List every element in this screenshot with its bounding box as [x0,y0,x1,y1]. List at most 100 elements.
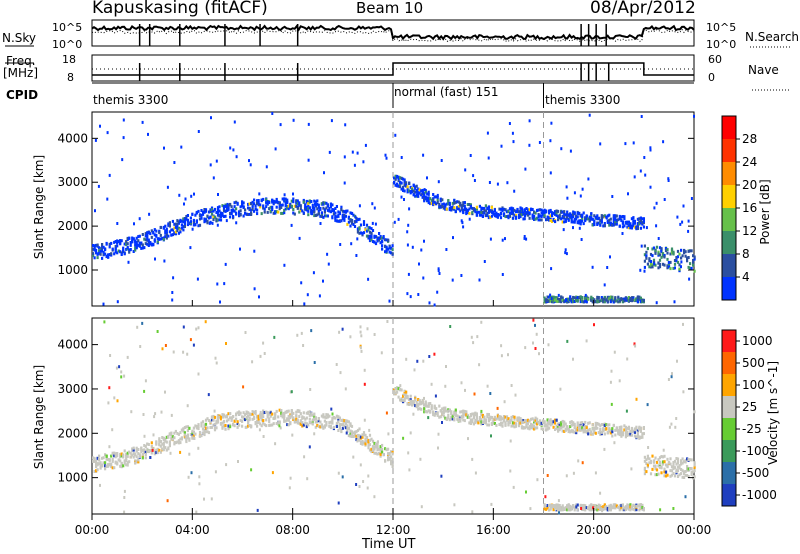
velocity-echo-cell [95,469,98,473]
power-noise-cell [371,221,374,225]
power-noise-cell [627,192,629,196]
power-echo-cell [606,221,609,224]
velocity-echo-cell [620,506,623,510]
power-noise-cell [180,145,183,149]
velocity-colorbar-swatch-2 [722,440,736,462]
power-echo-cell [382,235,385,238]
power-echo-cell [468,203,471,206]
velocity-noise-cell [610,402,613,406]
velocity-echo-cell [397,387,400,391]
power-echo-cell [146,237,149,241]
velocity-echo-cell [149,449,152,453]
power-noise-cell [388,299,391,303]
velocity-echo-cell [356,428,360,432]
power-noise-cell [302,211,305,215]
power-echo-cell [531,215,534,219]
velocity-echo-cell [141,456,144,460]
power-noise-cell [350,242,353,246]
velocity-echo-cell [546,421,549,425]
velocity-echo-cell [256,424,259,428]
power-echo-cell [218,218,221,222]
power-echo-cell [365,229,369,233]
velocity-echo-cell [597,505,600,509]
velocity-echo-cell [594,424,597,428]
power-echo-cell [326,214,329,218]
velocity-echo-cell [331,416,334,420]
power-echo-cell [116,244,119,248]
velocity-echo-cell [563,429,566,433]
velocity-echo-cell [254,410,257,413]
power-noise-cell [643,156,646,159]
power-echo-cell [147,231,150,235]
power-echo-cell [534,211,537,215]
power-echo-cell [572,215,575,218]
velocity-noise-cell [529,507,532,511]
power-echo-cell [370,231,373,235]
velocity-echo-cell [144,450,147,454]
power-noise-cell [643,269,646,273]
power-echo-cell [432,203,435,207]
velocity-echo-cell [551,422,554,426]
power-noise-cell [374,222,377,226]
power-echo-cell [655,245,659,249]
velocity-echo-cell [111,459,114,463]
power-echo-cell [523,214,527,218]
power-echo-cell [406,187,409,190]
velocity-noise-cell [684,495,687,499]
power-echo-cell [122,250,125,254]
velocity-echo-cell [141,448,144,452]
velocity-echo-cell [582,508,585,512]
power-echo-cell [448,203,451,207]
velocity-echo-cell [573,425,576,429]
velocity-echo-cell [191,429,194,433]
power-echo-cell [224,204,227,208]
power-echo-cell [660,247,663,251]
power-echo-cell [542,213,545,217]
power-echo-cell [451,201,454,205]
power-echo-cell [621,300,624,304]
velocity-noise-cell [423,396,425,400]
power-echo-cell [230,205,233,209]
power-echo-cell [394,174,397,178]
velocity-noise-cell [263,352,266,355]
power-echo-cell [675,259,678,263]
velocity-echo-cell [159,444,162,448]
velocity-echo-cell [108,463,111,467]
power-echo-cell [138,244,141,248]
velocity-echo-cell [441,407,444,411]
velocity-colorbar-swatch-3 [722,418,736,440]
power-echo-cell [210,206,214,210]
power-echo-cell [313,206,316,210]
velocity-echo-cell [667,460,671,464]
velocity-echo-cell [510,418,513,422]
velocity-noise-cell [490,434,492,438]
power-echo-cell [96,243,99,247]
power-noise-cell [307,122,310,126]
power-echo-cell [107,255,110,259]
velocity-noise-cell [306,477,309,481]
velocity-noise-cell [262,341,265,345]
power-echo-cell [323,208,326,212]
power-echo-cell [125,247,128,251]
power-noise-cell [362,160,365,164]
power-echo-cell [441,198,444,202]
power-echo-cell [576,211,579,215]
power-echo-cell [179,228,182,232]
power-echo-cell [591,223,594,227]
power-echo-cell [153,238,156,242]
power-echo-cell [314,200,317,204]
velocity-echo-cell [582,423,585,427]
power-echo-cell [549,299,552,303]
power-echo-cell [635,297,638,301]
power-echo-cell [579,298,582,301]
power-echo-cell [658,262,662,266]
velocity-echo-cell [496,414,499,418]
velocity-echo-cell [486,412,489,416]
power-echo-cell [642,217,645,221]
power-echo-cell [596,223,599,226]
velocity-echo-cell [673,459,677,463]
velocity-echo-cell [92,459,95,463]
power-echo-cell [222,205,226,208]
velocity-echo-cell [572,504,575,507]
velocity-echo-cell [146,447,149,451]
